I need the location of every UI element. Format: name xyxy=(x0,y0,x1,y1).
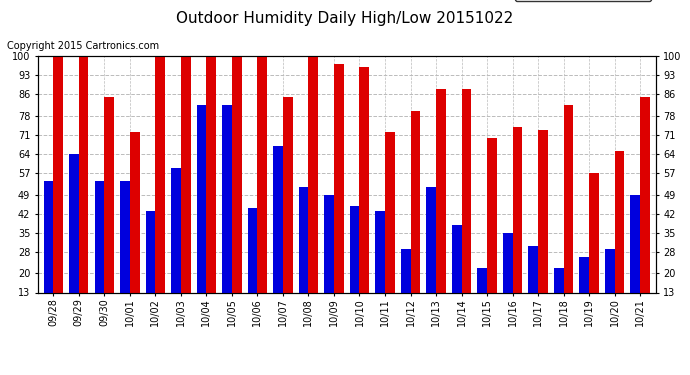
Bar xyxy=(411,111,420,292)
Bar xyxy=(104,97,114,292)
Bar xyxy=(436,89,446,292)
Bar xyxy=(197,105,206,292)
Bar xyxy=(308,56,318,292)
Bar xyxy=(283,97,293,292)
Bar xyxy=(385,132,395,292)
Bar xyxy=(206,56,216,292)
Bar xyxy=(248,209,257,292)
Legend: Low  (%), High  (%): Low (%), High (%) xyxy=(515,0,651,2)
Bar xyxy=(426,187,436,292)
Bar xyxy=(513,127,522,292)
Bar xyxy=(324,195,334,292)
Bar xyxy=(477,268,487,292)
Bar xyxy=(615,151,624,292)
Bar xyxy=(375,211,385,292)
Bar xyxy=(273,146,283,292)
Bar xyxy=(564,105,573,292)
Bar xyxy=(257,56,267,292)
Bar xyxy=(529,246,538,292)
Bar xyxy=(334,64,344,292)
Bar xyxy=(222,105,232,292)
Text: Outdoor Humidity Daily High/Low 20151022: Outdoor Humidity Daily High/Low 20151022 xyxy=(177,11,513,26)
Bar xyxy=(462,89,471,292)
Bar xyxy=(171,168,181,292)
Bar xyxy=(181,56,190,292)
Bar xyxy=(538,130,548,292)
Bar xyxy=(155,56,165,292)
Bar xyxy=(503,233,513,292)
Bar xyxy=(554,268,564,292)
Bar xyxy=(43,181,53,292)
Bar xyxy=(350,206,359,292)
Bar xyxy=(631,195,640,292)
Bar xyxy=(232,56,241,292)
Bar xyxy=(580,257,589,292)
Text: Copyright 2015 Cartronics.com: Copyright 2015 Cartronics.com xyxy=(7,41,159,51)
Bar xyxy=(95,181,104,292)
Bar xyxy=(130,132,139,292)
Bar xyxy=(589,173,599,292)
Bar xyxy=(605,249,615,292)
Bar xyxy=(640,97,650,292)
Bar xyxy=(359,67,369,292)
Bar xyxy=(452,225,462,292)
Bar xyxy=(79,56,88,292)
Bar xyxy=(299,187,308,292)
Bar xyxy=(146,211,155,292)
Bar xyxy=(120,181,130,292)
Bar xyxy=(487,138,497,292)
Bar xyxy=(69,154,79,292)
Bar xyxy=(53,56,63,292)
Bar xyxy=(401,249,411,292)
